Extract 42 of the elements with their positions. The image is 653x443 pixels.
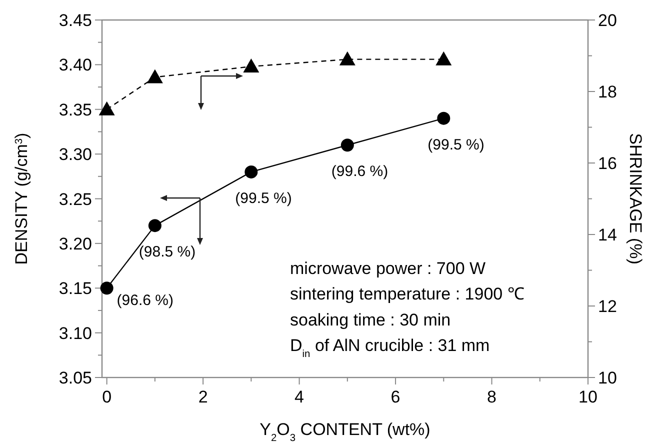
point (100, 282, 114, 295)
point (436, 51, 452, 66)
annotation: (96.6 %) (116, 292, 174, 310)
y-tick-label: 3.35 (58, 100, 92, 120)
y2-tick-label: 20 (598, 11, 617, 30)
y2-tick-label: 16 (598, 154, 617, 173)
y-tick-label: 3.30 (58, 145, 92, 164)
y-tick-label: 3.10 (58, 324, 92, 343)
annotation: D$_{in}$ of AlN crucible : 31 mm (290, 336, 490, 360)
x-axis-title: Y$_{2}$O$_{3}$ CONTENT (wt%) (260, 420, 430, 443)
y-tick-label: 3.15 (58, 279, 92, 298)
annotation: microwave power : 700 W (290, 259, 486, 278)
point (146, 69, 163, 84)
y2-tick-label: 10 (598, 368, 617, 388)
point (339, 51, 356, 66)
annotation: soaking time : 30 min (290, 310, 451, 330)
y2-axis-title: SHRINKAGE (%) (626, 133, 645, 264)
y-tick-label: 3.45 (58, 11, 92, 30)
y-tick-label: 3.25 (58, 190, 92, 209)
y-tick-label: 3.20 (58, 234, 92, 254)
x-tick-label: 4 (294, 388, 304, 406)
point (244, 165, 258, 178)
annotation: (99.5 %) (235, 190, 292, 207)
point (148, 219, 162, 232)
y-tick-label: 3.05 (58, 368, 92, 388)
x-tick-label: 2 (198, 388, 208, 406)
annotation: (99.6 %) (331, 163, 388, 180)
y2-tick-label: 18 (598, 82, 617, 102)
annotation: (98.5 %) (138, 244, 196, 261)
point (340, 138, 354, 152)
y2-tick-label: 12 (598, 297, 617, 316)
x-tick-label: 8 (487, 388, 496, 406)
annotation: sintering temperature : 1900 ℃ (290, 284, 524, 304)
x-tick-label: 0 (102, 388, 112, 406)
y-tick-label: 3.40 (58, 56, 92, 75)
point (243, 58, 260, 72)
x-tick-label: 6 (390, 388, 400, 406)
y2-tick-label: 14 (598, 226, 617, 244)
x-tick-label: 10 (578, 388, 598, 406)
annotation: (99.5 %) (428, 136, 484, 154)
point (437, 112, 450, 125)
point (98, 101, 115, 116)
